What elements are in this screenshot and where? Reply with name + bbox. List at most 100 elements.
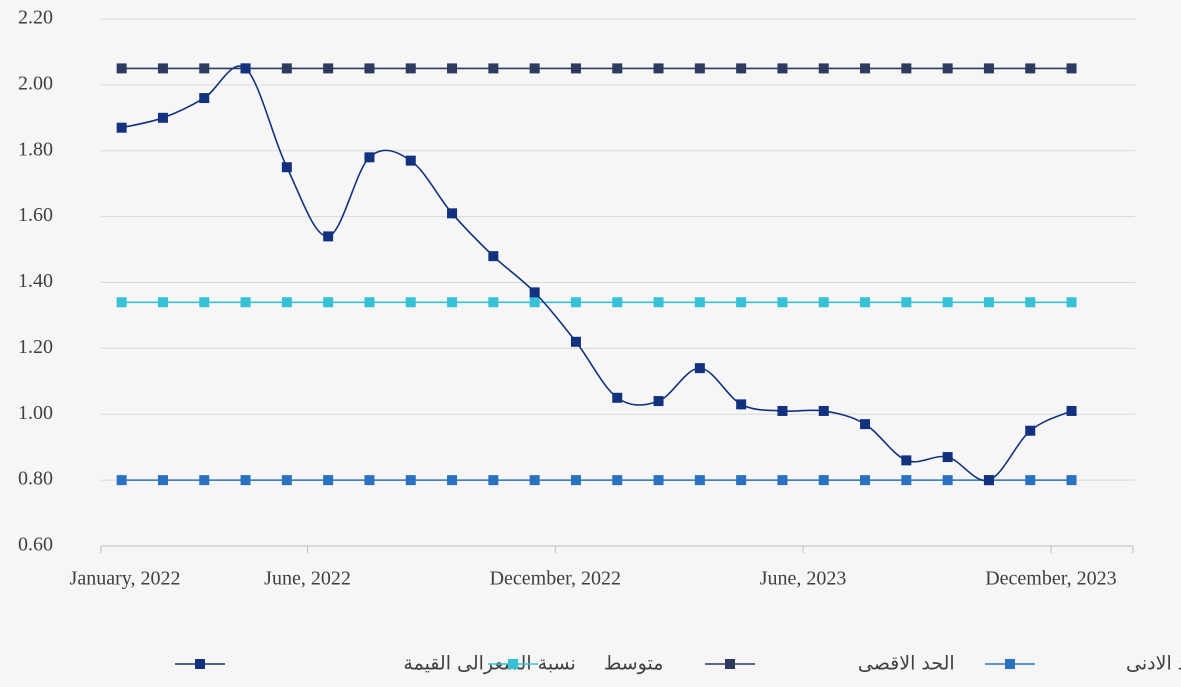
- point-marker: [529, 287, 540, 298]
- point-marker: [818, 297, 829, 308]
- point-marker: [653, 396, 664, 407]
- point-marker: [157, 297, 168, 308]
- y-tick-label: 1.00: [18, 402, 53, 424]
- point-marker: [240, 63, 251, 74]
- point-marker: [199, 297, 210, 308]
- point-marker: [694, 475, 705, 486]
- point-marker: [447, 297, 458, 308]
- point-marker: [570, 475, 581, 486]
- point-marker: [860, 475, 871, 486]
- y-tick-label: 0.80: [18, 468, 53, 490]
- y-tick-label: 1.20: [18, 336, 53, 358]
- legend-marker: [1005, 659, 1015, 669]
- point-marker: [116, 63, 127, 74]
- point-marker: [199, 63, 210, 74]
- point-marker: [488, 251, 499, 262]
- point-marker: [777, 475, 788, 486]
- point-marker: [818, 475, 829, 486]
- point-marker: [653, 475, 664, 486]
- point-marker: [860, 63, 871, 74]
- point-marker: [488, 475, 499, 486]
- point-marker: [1066, 63, 1077, 74]
- point-marker: [901, 297, 912, 308]
- point-marker: [942, 297, 953, 308]
- x-tick-label: June, 2022: [264, 568, 351, 590]
- point-marker: [694, 63, 705, 74]
- point-marker: [199, 475, 210, 486]
- point-marker: [405, 155, 416, 166]
- point-marker: [860, 297, 871, 308]
- x-tick-label: June, 2023: [760, 568, 847, 590]
- x-tick-label: January, 2022: [70, 568, 181, 590]
- legend-marker: [195, 659, 205, 669]
- point-marker: [777, 297, 788, 308]
- point-marker: [1066, 297, 1077, 308]
- y-tick-label: 0.60: [18, 534, 53, 556]
- point-marker: [1066, 405, 1077, 416]
- point-marker: [529, 63, 540, 74]
- point-marker: [447, 475, 458, 486]
- x-tick-label: December, 2022: [490, 568, 621, 590]
- x-tick-label: December, 2023: [985, 568, 1116, 590]
- point-marker: [323, 297, 334, 308]
- legend-label: الحد الاقصى: [858, 653, 955, 675]
- point-marker: [323, 231, 334, 242]
- point-marker: [777, 63, 788, 74]
- point-marker: [736, 297, 747, 308]
- point-marker: [323, 475, 334, 486]
- point-marker: [570, 297, 581, 308]
- point-marker: [281, 297, 292, 308]
- y-tick-label: 2.00: [18, 72, 53, 94]
- point-marker: [405, 297, 416, 308]
- point-marker: [612, 475, 623, 486]
- point-marker: [281, 63, 292, 74]
- point-marker: [116, 297, 127, 308]
- point-marker: [281, 475, 292, 486]
- y-tick-label: 1.60: [18, 204, 53, 226]
- point-marker: [364, 475, 375, 486]
- point-marker: [736, 475, 747, 486]
- y-tick-label: 1.40: [18, 270, 53, 292]
- point-marker: [1025, 425, 1036, 436]
- point-marker: [488, 297, 499, 308]
- point-marker: [447, 208, 458, 219]
- point-marker: [405, 63, 416, 74]
- point-marker: [818, 63, 829, 74]
- point-marker: [612, 392, 623, 403]
- point-marker: [736, 63, 747, 74]
- point-marker: [942, 475, 953, 486]
- point-marker: [612, 63, 623, 74]
- point-marker: [694, 363, 705, 374]
- point-marker: [240, 475, 251, 486]
- point-marker: [983, 475, 994, 486]
- y-tick-label: 1.80: [18, 138, 53, 160]
- point-marker: [777, 405, 788, 416]
- point-marker: [364, 152, 375, 163]
- point-marker: [529, 297, 540, 308]
- legend-label: متوسط: [604, 653, 664, 675]
- point-marker: [983, 63, 994, 74]
- point-marker: [653, 297, 664, 308]
- legend-marker: [508, 659, 518, 669]
- point-marker: [694, 297, 705, 308]
- point-marker: [983, 297, 994, 308]
- legend-label: الحد الادنى: [1126, 653, 1181, 675]
- legend-marker: [725, 659, 735, 669]
- point-marker: [818, 405, 829, 416]
- point-marker: [157, 475, 168, 486]
- point-marker: [901, 475, 912, 486]
- point-marker: [901, 455, 912, 466]
- point-marker: [529, 475, 540, 486]
- point-marker: [157, 63, 168, 74]
- point-marker: [1025, 297, 1036, 308]
- point-marker: [405, 475, 416, 486]
- point-marker: [116, 122, 127, 133]
- point-marker: [281, 162, 292, 173]
- point-marker: [240, 297, 251, 308]
- point-marker: [901, 63, 912, 74]
- point-marker: [364, 297, 375, 308]
- point-marker: [612, 297, 623, 308]
- point-marker: [364, 63, 375, 74]
- point-marker: [653, 63, 664, 74]
